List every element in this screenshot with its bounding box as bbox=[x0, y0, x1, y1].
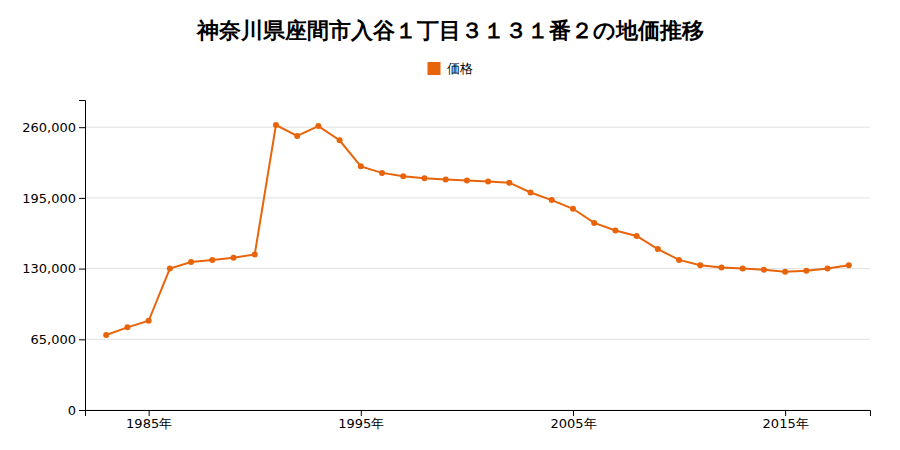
point bbox=[655, 246, 661, 252]
point bbox=[315, 123, 321, 129]
tick-label: 195,000 bbox=[22, 191, 76, 206]
point bbox=[188, 259, 194, 265]
point bbox=[146, 318, 152, 324]
tick: 130,000 bbox=[22, 261, 85, 276]
tick-mark bbox=[785, 410, 786, 416]
tick-label: 2005年 bbox=[550, 416, 596, 431]
markers bbox=[103, 122, 852, 338]
point bbox=[782, 269, 788, 275]
point bbox=[803, 268, 809, 274]
tick: 0 bbox=[68, 403, 85, 418]
point bbox=[443, 176, 449, 182]
marks bbox=[103, 122, 852, 338]
grid-line bbox=[85, 339, 870, 340]
grid-line bbox=[85, 127, 870, 128]
point bbox=[825, 266, 831, 272]
y-axis: 0 65,000 130,000 195,000 260,000 bbox=[22, 101, 85, 418]
tick: 65,000 bbox=[31, 332, 86, 347]
line bbox=[106, 125, 849, 335]
tick-mark bbox=[361, 410, 362, 416]
tick-mark bbox=[149, 410, 150, 416]
tick-mark bbox=[79, 198, 85, 199]
point bbox=[591, 220, 597, 226]
tick-label: 130,000 bbox=[22, 261, 76, 276]
point bbox=[337, 137, 343, 143]
point bbox=[231, 255, 237, 261]
title: 神奈川県座間市入谷１丁目３１３１番２の地価推移 bbox=[196, 18, 704, 43]
axis-line bbox=[79, 101, 86, 411]
point bbox=[676, 257, 682, 263]
tick: 260,000 bbox=[22, 120, 85, 135]
tick-mark bbox=[79, 269, 85, 270]
point bbox=[421, 175, 427, 181]
tick-mark bbox=[79, 127, 85, 128]
point bbox=[124, 324, 130, 330]
tick-label: 65,000 bbox=[31, 332, 77, 347]
tick: 195,000 bbox=[22, 191, 85, 206]
point bbox=[294, 133, 300, 139]
point bbox=[549, 197, 555, 203]
point bbox=[506, 180, 512, 186]
point bbox=[697, 262, 703, 268]
point bbox=[485, 179, 491, 185]
point bbox=[740, 266, 746, 272]
point bbox=[252, 251, 258, 257]
tick-label: 260,000 bbox=[22, 120, 76, 135]
point bbox=[570, 206, 576, 212]
tick: 1995年 bbox=[338, 410, 384, 431]
point bbox=[400, 173, 406, 179]
point bbox=[464, 177, 470, 183]
chart: 神奈川県座間市入谷１丁目３１３１番２の地価推移 1985年 1995年 2005年 20… bbox=[0, 0, 900, 450]
legend-label: 価格 bbox=[447, 61, 473, 76]
axis-line bbox=[86, 411, 871, 417]
legend-swatch bbox=[428, 62, 441, 75]
plot: 1985年 1995年 2005年 2015年 0 65,000 130,000 195,00… bbox=[22, 101, 870, 432]
tick: 1985年 bbox=[126, 410, 172, 431]
point bbox=[273, 122, 279, 128]
tick-mark bbox=[573, 410, 574, 416]
point bbox=[103, 332, 109, 338]
point bbox=[761, 267, 767, 273]
legend-item: 価格 bbox=[428, 61, 473, 76]
point bbox=[209, 257, 215, 263]
point bbox=[167, 266, 173, 272]
point bbox=[358, 163, 364, 169]
tick-label: 2015年 bbox=[763, 416, 809, 431]
tick-label: 0 bbox=[68, 403, 76, 418]
point bbox=[634, 233, 640, 239]
tick: 2015年 bbox=[763, 410, 809, 431]
tick: 2005年 bbox=[550, 410, 596, 431]
point bbox=[612, 228, 618, 234]
point bbox=[718, 265, 724, 271]
point bbox=[379, 170, 385, 176]
legend: 価格 bbox=[428, 61, 473, 76]
tick-mark bbox=[79, 410, 85, 411]
tick-label: 1995年 bbox=[338, 416, 384, 431]
x-axis: 1985年 1995年 2005年 2015年 bbox=[86, 410, 871, 431]
tick-label: 1985年 bbox=[126, 416, 172, 431]
point bbox=[846, 262, 852, 268]
point bbox=[528, 189, 534, 195]
grid-line bbox=[85, 197, 870, 198]
tick-mark bbox=[79, 339, 85, 340]
